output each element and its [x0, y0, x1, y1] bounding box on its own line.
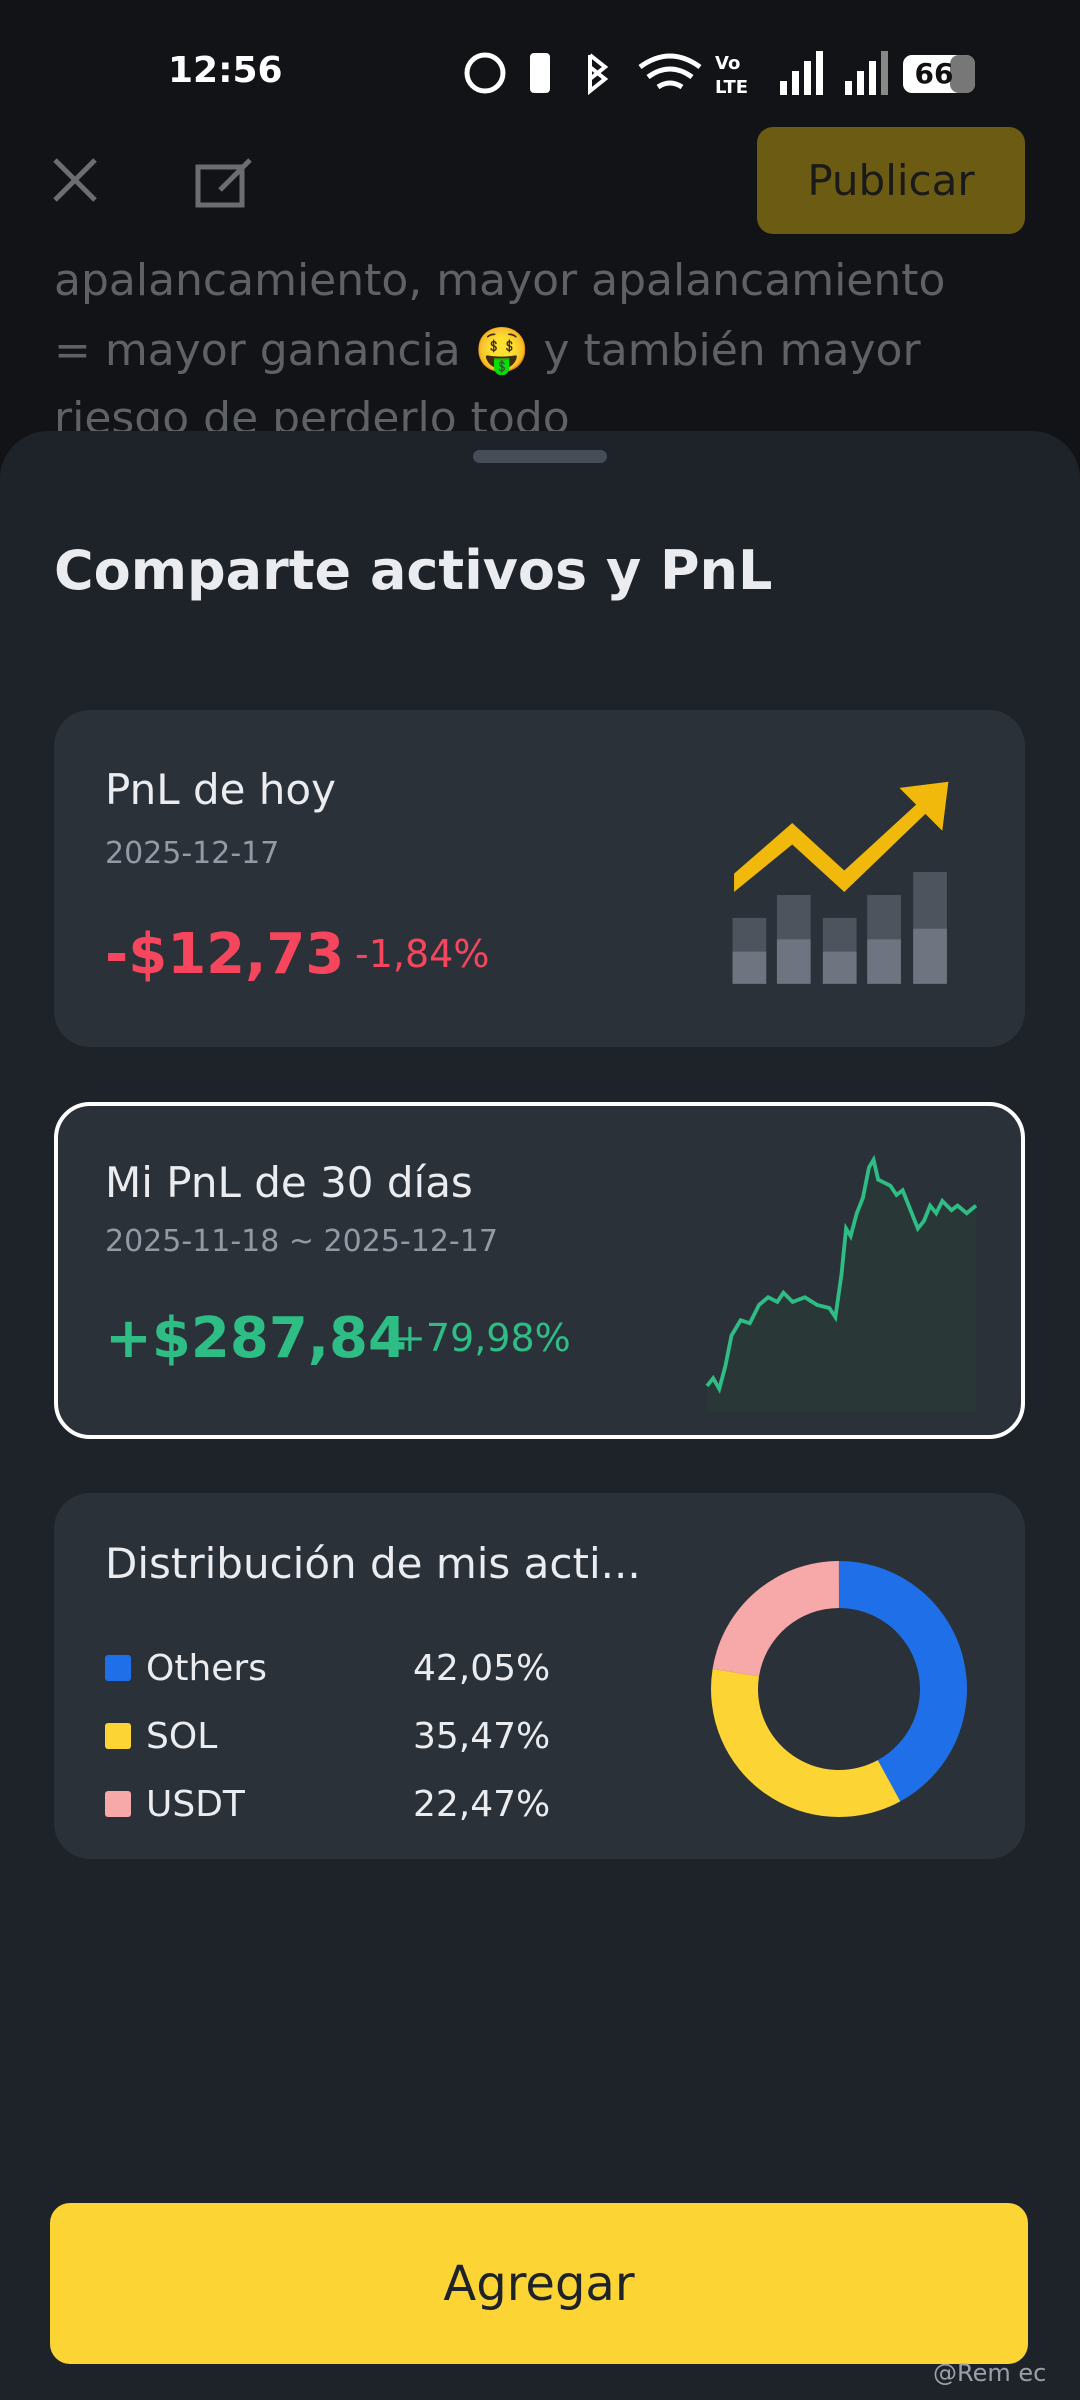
publish-button[interactable]: Publicar [757, 127, 1025, 234]
legend-name: Others [146, 1648, 267, 1689]
top-icons [53, 158, 252, 208]
pnl-amount: -$12,73 [105, 922, 345, 987]
bottom-sheet: Comparte activos y PnL PnL de hoy 2025-1… [0, 431, 1080, 2400]
donut-segment [711, 1668, 901, 1817]
pnl-icon [732, 781, 949, 984]
watermark: @Rem ec [933, 2359, 1047, 2387]
status-icons: Vo LTE 66 [464, 51, 975, 98]
distribution-card[interactable]: Distribución de mis acti... Others 42,05%… [54, 1493, 1025, 1859]
legend-swatch [105, 1655, 131, 1681]
sheet-handle [473, 450, 607, 463]
card-title: Mi PnL de 30 días [105, 1158, 473, 1207]
add-button[interactable]: Agregar [50, 2203, 1028, 2364]
donut-segment [839, 1561, 967, 1802]
pnl-percent: -1,84% [355, 932, 490, 976]
legend-value: 42,05% [413, 1648, 551, 1689]
legend-value: 22,47% [413, 1784, 551, 1825]
background-text: = mayor ganancia 🤑 y también mayor [54, 325, 921, 376]
legend-value: 35,47% [413, 1716, 551, 1757]
card-date: 2025-12-17 [105, 836, 280, 871]
donut-chart [711, 1561, 967, 1817]
background-text: apalancamiento, mayor apalancamiento [54, 255, 946, 306]
pnl-sparkline [705, 1154, 978, 1412]
pnl-percent: +79,98% [394, 1316, 571, 1360]
legend-swatch [105, 1791, 131, 1817]
legend-swatch [105, 1723, 131, 1749]
svg-text:Vo: Vo [715, 53, 740, 74]
card-title: Distribución de mis acti... [105, 1539, 641, 1588]
pnl-amount: +$287,84 [105, 1306, 407, 1371]
card-title: PnL de hoy [105, 765, 336, 814]
card-date: 2025-11-18 ~ 2025-12-17 [105, 1224, 498, 1259]
legend-name: SOL [146, 1716, 218, 1757]
battery-level: 66 [915, 57, 954, 90]
status-time: 12:56 [168, 50, 283, 91]
donut-segment [712, 1561, 839, 1677]
svg-text:LTE: LTE [715, 77, 748, 98]
sheet-title: Comparte activos y PnL [54, 539, 773, 602]
pnl-30d-card[interactable]: Mi PnL de 30 días 2025-11-18 ~ 2025-12-1… [54, 1102, 1025, 1439]
today-pnl-card[interactable]: PnL de hoy 2025-12-17 -$12,73 -1,84% [54, 710, 1025, 1047]
legend-name: USDT [146, 1784, 245, 1825]
